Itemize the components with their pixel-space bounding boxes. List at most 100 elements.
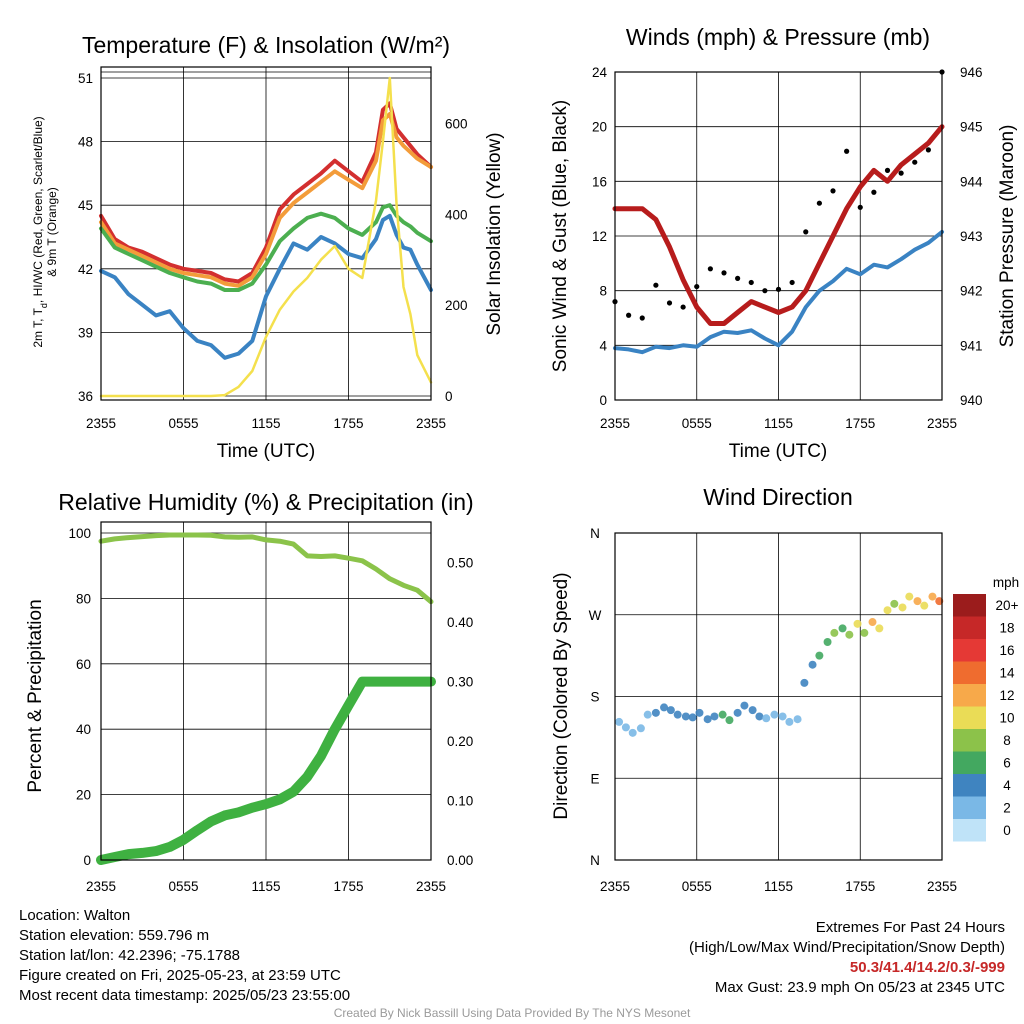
wind-direction-x-tick-label: 0555	[682, 879, 712, 894]
colorbar-swatch	[953, 639, 986, 662]
wind-direction-title: Wind Direction	[703, 484, 853, 510]
pressure-y-tick-label: 940	[960, 393, 983, 408]
colorbar-swatch	[953, 819, 986, 842]
colorbar-label: 20+	[996, 598, 1019, 613]
gust-point	[871, 189, 877, 195]
direction-point	[860, 628, 869, 637]
gust-point	[639, 315, 645, 321]
insolation-series	[99, 76, 433, 398]
wind-direction-frame	[614, 532, 943, 861]
direction-point	[770, 710, 779, 719]
wind-y-tick-label: 24	[592, 65, 608, 80]
station-info: Location: Walton Station elevation: 559.…	[19, 906, 350, 1006]
gust-point	[830, 188, 836, 194]
colorbar-label: 0	[1003, 823, 1011, 838]
wind-y-tick-label: 16	[592, 174, 607, 189]
pressure-y-tick-label: 943	[960, 229, 983, 244]
temperature-x-tick-label: 1155	[251, 416, 280, 431]
speed-colorbar: 20+ 18 16 14 12 10 8 6 4 2 0	[953, 594, 1019, 842]
colorbar-swatch	[953, 684, 986, 707]
temperature-plot: 36 39 42 45 48 51 0 200 400 600 2355 0555 1155 1755 23…	[78, 67, 468, 431]
gust-point	[816, 200, 822, 206]
insolation-y-tick-label: 200	[445, 298, 468, 313]
precip-y-tick-label: 0.20	[447, 734, 473, 749]
colorbar-label: 12	[999, 688, 1014, 703]
colorbar-label: 18	[999, 621, 1014, 636]
temperature-frame	[100, 66, 432, 401]
humidity-ylabel-left: Percent & Precipitation	[25, 599, 46, 792]
gust-point	[735, 275, 741, 281]
direction-point	[628, 728, 637, 737]
colorbar-swatch	[953, 706, 986, 729]
pressure-y-tick-label: 945	[960, 120, 983, 135]
wind-direction-x-tick-label: 1755	[845, 879, 875, 894]
extremes-title: Extremes For Past 24 Hours	[815, 919, 1005, 936]
direction-y-tick-label: N	[590, 526, 600, 541]
gust-point	[707, 266, 713, 272]
wind-direction-x-tick-label: 1155	[764, 879, 793, 894]
direction-point	[898, 603, 907, 612]
humidity-y-tick-label: 60	[76, 657, 91, 672]
temperature-ylabel-left: 2m T, Td, HI/WC (Red, Green, Scarlet/Blu…	[31, 116, 49, 347]
gust-point	[775, 286, 782, 292]
winds-x-tick-label: 2355	[927, 416, 957, 431]
direction-point	[808, 660, 817, 669]
direction-point	[621, 723, 630, 732]
gust-point	[884, 167, 891, 173]
figure-created: Figure created on Fri, 2025-05-23, at 23…	[19, 967, 341, 984]
colorbar-label: 14	[999, 666, 1015, 681]
temperature-x-tick-label: 1755	[333, 416, 363, 431]
insolation-y-tick-label: 0	[445, 389, 453, 404]
gust-point	[898, 170, 904, 176]
direction-point	[838, 624, 847, 633]
temperature-ylabel-left-line2: & 9m T (Orange)	[45, 187, 59, 277]
precip-y-tick-label: 0.30	[447, 675, 473, 690]
wind-direction-x-tick-label: 2355	[600, 879, 630, 894]
station-latlon: Station lat/lon: 42.2396; -75.1788	[19, 947, 241, 964]
insolation-y-tick-label: 400	[445, 207, 468, 222]
direction-point	[681, 712, 690, 721]
pressure-y-tick-label: 946	[960, 65, 983, 80]
direction-point	[800, 678, 809, 687]
winds-frame	[614, 71, 943, 401]
colorbar-title: mph	[993, 575, 1019, 590]
winds-plot: 0 4 8 12 16 20 24 940 941 942 943 944 945 946 2355 0555…	[592, 65, 983, 431]
gust-point	[925, 147, 931, 153]
direction-point	[651, 708, 660, 717]
colorbar-label: 8	[1003, 733, 1011, 748]
direction-point	[823, 638, 832, 646]
direction-point	[853, 619, 862, 628]
temperature-y-tick-label: 39	[78, 325, 93, 340]
direction-point	[905, 592, 914, 601]
precipitation-series	[96, 676, 436, 865]
temperature-y-tick-label: 51	[78, 71, 93, 86]
extremes-subtitle: (High/Low/Max Wind/Precipitation/Snow De…	[689, 939, 1005, 956]
direction-point	[778, 712, 787, 721]
colorbar-swatch	[953, 661, 986, 684]
direction-point	[920, 601, 929, 610]
gust-point	[694, 283, 700, 290]
direction-point	[673, 710, 682, 719]
precip-y-tick-label: 0.50	[447, 556, 473, 571]
temp-blue-series	[99, 213, 433, 360]
gust-point	[789, 279, 795, 286]
colorbar-swatch	[953, 751, 986, 774]
winds-x-tick-label: 2355	[600, 416, 630, 431]
wind-y-tick-label: 20	[592, 120, 607, 135]
temperature-y-tick-label: 48	[78, 135, 93, 150]
pressure-y-tick-label: 941	[960, 338, 983, 353]
max-gust: Max Gust: 23.9 mph On 05/23 at 2345 UTC	[714, 979, 1005, 996]
precip-y-tick-label: 0.10	[447, 794, 473, 809]
colorbar-swatch	[953, 616, 986, 639]
gust-point	[626, 312, 632, 318]
direction-point	[710, 712, 719, 721]
gust-point	[803, 229, 809, 235]
humidity-y-tick-label: 20	[76, 788, 91, 803]
colorbar-swatch	[953, 594, 986, 617]
gust-point	[666, 300, 673, 306]
direction-point	[695, 708, 704, 717]
winds-ylabel-right: Station Pressure (Maroon)	[997, 125, 1018, 348]
